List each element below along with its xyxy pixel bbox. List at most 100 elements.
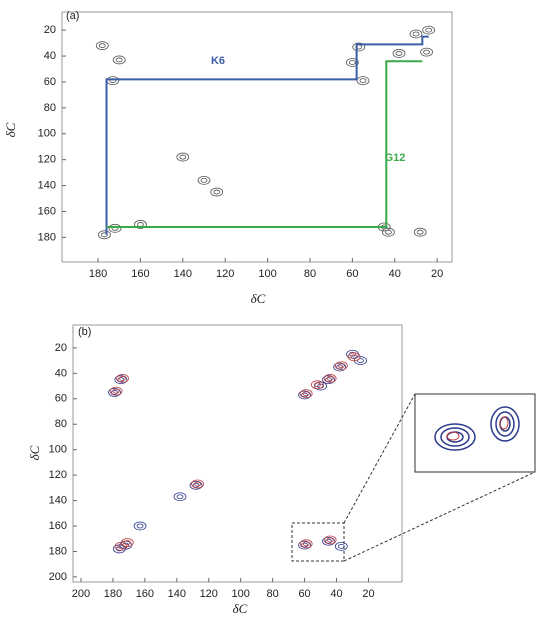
- y-tick-label: 140: [49, 494, 67, 506]
- contour-ring: [119, 376, 126, 381]
- contour-ring: [499, 416, 509, 430]
- assignment-path: [105, 35, 429, 235]
- peak: [322, 375, 335, 385]
- y-tick-label: 80: [55, 418, 67, 430]
- y-tick-label: 40: [55, 367, 67, 379]
- contour-ring: [348, 60, 356, 65]
- peak: [120, 538, 134, 547]
- y-tick-label: 140: [38, 179, 56, 191]
- x-tick-label: 100: [258, 268, 276, 280]
- peak: [112, 55, 126, 65]
- peak: [356, 76, 370, 86]
- peak: [108, 223, 122, 233]
- contour-ring: [325, 538, 332, 544]
- peak: [133, 521, 147, 531]
- peak: [334, 541, 348, 551]
- contour-ring: [337, 543, 345, 549]
- contour-ring: [326, 376, 334, 381]
- inset-contours: [434, 406, 520, 451]
- contour-ring: [137, 222, 144, 227]
- zoom-line: [343, 471, 536, 562]
- y-tick-label: 120: [49, 469, 67, 481]
- peak: [299, 539, 313, 549]
- contour-ring: [313, 382, 321, 388]
- x-tick-label: 40: [389, 268, 401, 280]
- peak: [210, 187, 224, 197]
- zoom-box: [291, 522, 345, 562]
- peak: [189, 480, 203, 490]
- peak: [420, 47, 433, 57]
- peak: [114, 375, 128, 385]
- x-tick-label: 20: [362, 588, 374, 600]
- contour-ring: [98, 43, 106, 49]
- x-tick-label: 160: [131, 268, 149, 280]
- x-axis-label: δC: [233, 601, 248, 616]
- peak: [95, 41, 109, 51]
- x-tick-label: 80: [267, 588, 279, 600]
- y-tick-label: 60: [44, 76, 56, 88]
- y-tick-label: 200: [49, 571, 67, 583]
- y-tick-label: 40: [44, 50, 56, 62]
- peak: [106, 76, 120, 86]
- contour-ring: [194, 481, 201, 487]
- contour-ring: [200, 177, 208, 183]
- x-tick-label: 20: [431, 268, 443, 280]
- x-tick-label: 80: [304, 268, 316, 280]
- x-tick-label: 120: [200, 588, 218, 600]
- contour-ring: [301, 392, 308, 398]
- x-tick-label: 160: [136, 588, 154, 600]
- contour-ring: [336, 364, 344, 370]
- contour-ring: [416, 229, 424, 235]
- y-tick-label: 160: [38, 205, 56, 217]
- contour-ring: [213, 189, 221, 195]
- contour-ring: [337, 363, 345, 369]
- contour-ring: [359, 78, 367, 84]
- y-tick-label: 80: [44, 102, 56, 114]
- peak: [322, 536, 335, 546]
- y-tick-label: 20: [44, 24, 56, 36]
- contour-ring: [112, 388, 120, 394]
- x-tick-label: 60: [298, 588, 310, 600]
- inset: [291, 393, 536, 562]
- x-axis-label: δC: [251, 291, 266, 306]
- contour-ring: [357, 358, 364, 364]
- contour-ring: [385, 229, 392, 235]
- peak: [109, 386, 123, 396]
- contour-ring: [495, 411, 515, 437]
- contour-ring: [115, 57, 123, 63]
- contour-ring: [412, 31, 420, 37]
- peak: [413, 227, 427, 237]
- contour-ring: [123, 540, 131, 545]
- peak: [97, 230, 111, 240]
- contour-ring: [350, 354, 358, 360]
- contour-ring: [434, 423, 476, 451]
- contour-ring: [395, 51, 403, 56]
- peak: [116, 374, 129, 383]
- peak: [333, 362, 347, 372]
- peak: [392, 49, 406, 58]
- panel: (b) δC δC 200 180 160 140 120 100 80 60 40 20 20 40 60 8…: [27, 324, 403, 616]
- y-tick-label: 100: [38, 128, 56, 140]
- peak: [409, 29, 423, 39]
- contour-ring: [302, 541, 310, 547]
- y-tick-label: 120: [38, 154, 56, 166]
- y-tick-label: 20: [55, 342, 67, 354]
- inset-contours: [446, 416, 509, 441]
- path-label: K6: [211, 55, 225, 67]
- plot-frame: [72, 324, 403, 583]
- panel-label: (a): [66, 10, 79, 22]
- contour-ring: [117, 377, 125, 383]
- contour-ring: [301, 542, 308, 548]
- peak: [299, 389, 313, 399]
- peak: [352, 42, 366, 52]
- panel-label: (b): [78, 326, 91, 338]
- y-tick-label: 100: [49, 444, 67, 456]
- peak: [347, 352, 361, 362]
- peak: [298, 390, 311, 400]
- contour-ring: [326, 537, 334, 543]
- contour-ring: [446, 431, 460, 441]
- x-tick-label: 200: [72, 588, 90, 600]
- contour-ring: [179, 154, 187, 160]
- peak: [191, 479, 204, 489]
- zoom-line: [343, 393, 416, 524]
